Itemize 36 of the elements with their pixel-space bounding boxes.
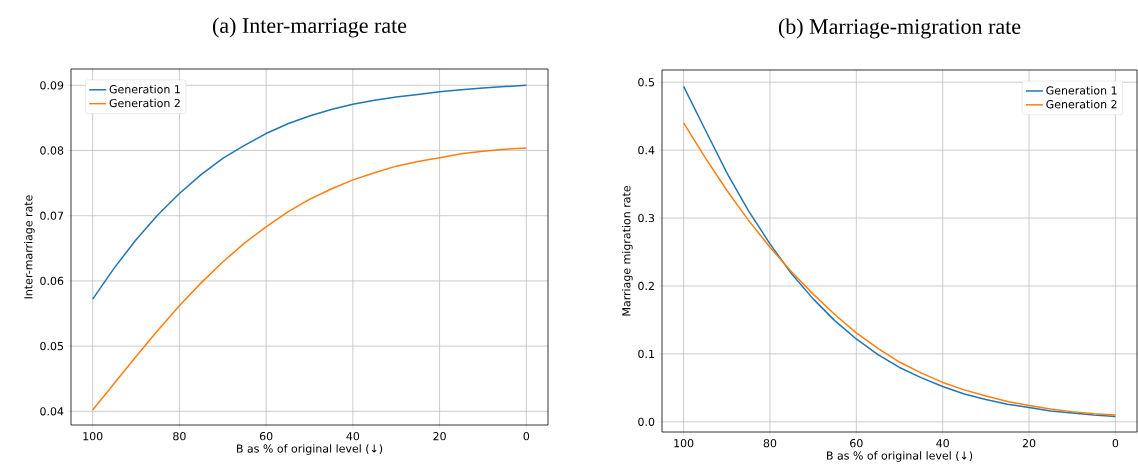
x-tick-label: 80 xyxy=(173,432,186,441)
x-tick-label: 0 xyxy=(1112,439,1119,448)
y-tick-label: 0.07 xyxy=(40,211,64,220)
chart-title: (b) Marriage-migration rate xyxy=(778,18,1021,39)
x-tick-label: 100 xyxy=(83,432,103,441)
legend-label: Generation 2 xyxy=(109,98,180,108)
legend-label: Generation 1 xyxy=(1046,86,1117,95)
y-tick-label: 0.05 xyxy=(40,341,63,351)
y-tick-label: 0.5 xyxy=(638,78,655,87)
x-tick-label: 80 xyxy=(763,439,777,448)
legend-label: Generation 1 xyxy=(109,84,180,94)
line-series xyxy=(91,147,528,411)
x-axis-title: B as % of original level (↓) xyxy=(237,444,383,455)
y-tick-label: 0.2 xyxy=(638,281,654,291)
x-tick-label: 20 xyxy=(433,432,446,441)
x-axis-title: B as % of original level (↓) xyxy=(827,451,973,462)
y-tick-label: 0.06 xyxy=(40,276,64,286)
x-tick-label: 100 xyxy=(674,439,694,448)
y-tick-label: 0.0 xyxy=(638,417,655,426)
x-tick-label: 20 xyxy=(1022,439,1036,448)
y-tick-label: 0.08 xyxy=(40,146,64,155)
line-series xyxy=(91,84,528,300)
y-tick-label: 0.09 xyxy=(40,81,64,90)
y-tick-label: 0.04 xyxy=(40,407,64,416)
y-axis-title: Marriage migration rate xyxy=(622,186,633,316)
y-tick-label: 0.1 xyxy=(638,349,654,359)
legend-label: Generation 2 xyxy=(1046,99,1117,109)
chart-title: (a) Inter-marriage rate xyxy=(212,17,407,38)
x-tick-label: 40 xyxy=(346,432,360,441)
x-tick-label: 60 xyxy=(259,432,273,441)
x-tick-label: 60 xyxy=(850,439,863,448)
x-tick-label: 0 xyxy=(523,432,530,441)
y-tick-label: 0.3 xyxy=(638,213,655,223)
y-axis-title: Inter-marriage rate xyxy=(23,195,35,299)
y-tick-label: 0.4 xyxy=(638,145,655,155)
x-tick-label: 40 xyxy=(936,439,949,448)
